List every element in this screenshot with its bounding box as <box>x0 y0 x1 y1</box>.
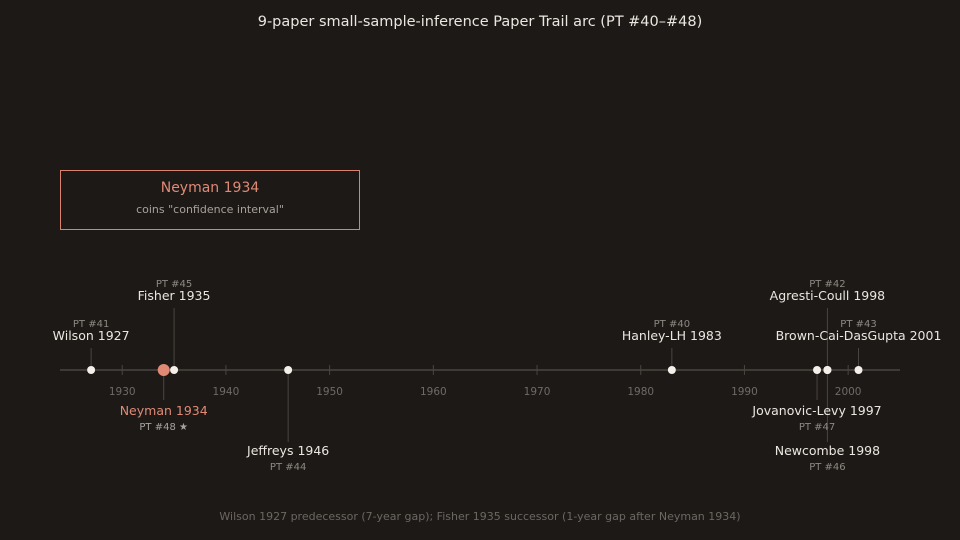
event-dot <box>854 366 863 374</box>
chart-title: 9-paper small-sample-inference Paper Tra… <box>257 14 703 30</box>
event-dot <box>87 366 96 374</box>
axis-tick-label: 1960 <box>420 386 447 398</box>
highlight-callout: Neyman 1934 coins "confidence interval" <box>60 170 360 230</box>
axis-tick-label: 2000 <box>835 386 862 398</box>
event-pt-label: PT #44 <box>270 462 306 473</box>
event-pt-label: PT #46 <box>809 462 845 473</box>
callout-subtitle: coins "confidence interval" <box>136 203 284 216</box>
event-label: Newcombe 1998 <box>775 443 880 458</box>
event-pt-label: PT #45 <box>156 279 192 290</box>
event-label: Brown-Cai-DasGupta 2001 <box>776 328 942 343</box>
event-pt-label: PT #41 <box>73 319 109 330</box>
event-dot <box>667 366 676 374</box>
event-dot <box>284 366 293 374</box>
event-pt-label: PT #47 <box>799 422 835 433</box>
axis-tick-label: 1950 <box>316 386 343 398</box>
event-pt-label: PT #40 <box>654 319 690 330</box>
footer-note: Wilson 1927 predecessor (7-year gap); Fi… <box>219 510 741 523</box>
event-dot <box>170 366 179 374</box>
axis-tick-label: 1980 <box>627 386 654 398</box>
event-pt-label: PT #43 <box>840 319 876 330</box>
event-pt-label: PT #48 ★ <box>139 422 188 433</box>
axis-tick-label: 1970 <box>524 386 551 398</box>
event-label: Jeffreys 1946 <box>246 443 329 458</box>
event-label: Hanley-LH 1983 <box>622 328 722 343</box>
event-label: Agresti-Coull 1998 <box>770 288 886 303</box>
event-dot <box>823 366 832 374</box>
event-label: Neyman 1934 <box>120 403 208 418</box>
event-pt-label: PT #42 <box>809 279 845 290</box>
callout-title: Neyman 1934 <box>160 180 260 196</box>
event-dot <box>157 364 170 376</box>
event-label: Wilson 1927 <box>53 328 130 343</box>
axis-tick-label: 1940 <box>213 386 240 398</box>
event-dot <box>813 366 822 374</box>
event-label: Fisher 1935 <box>138 288 211 303</box>
event-label: Jovanovic-Levy 1997 <box>751 403 881 418</box>
axis-tick-label: 1930 <box>109 386 136 398</box>
axis-tick-label: 1990 <box>731 386 758 398</box>
